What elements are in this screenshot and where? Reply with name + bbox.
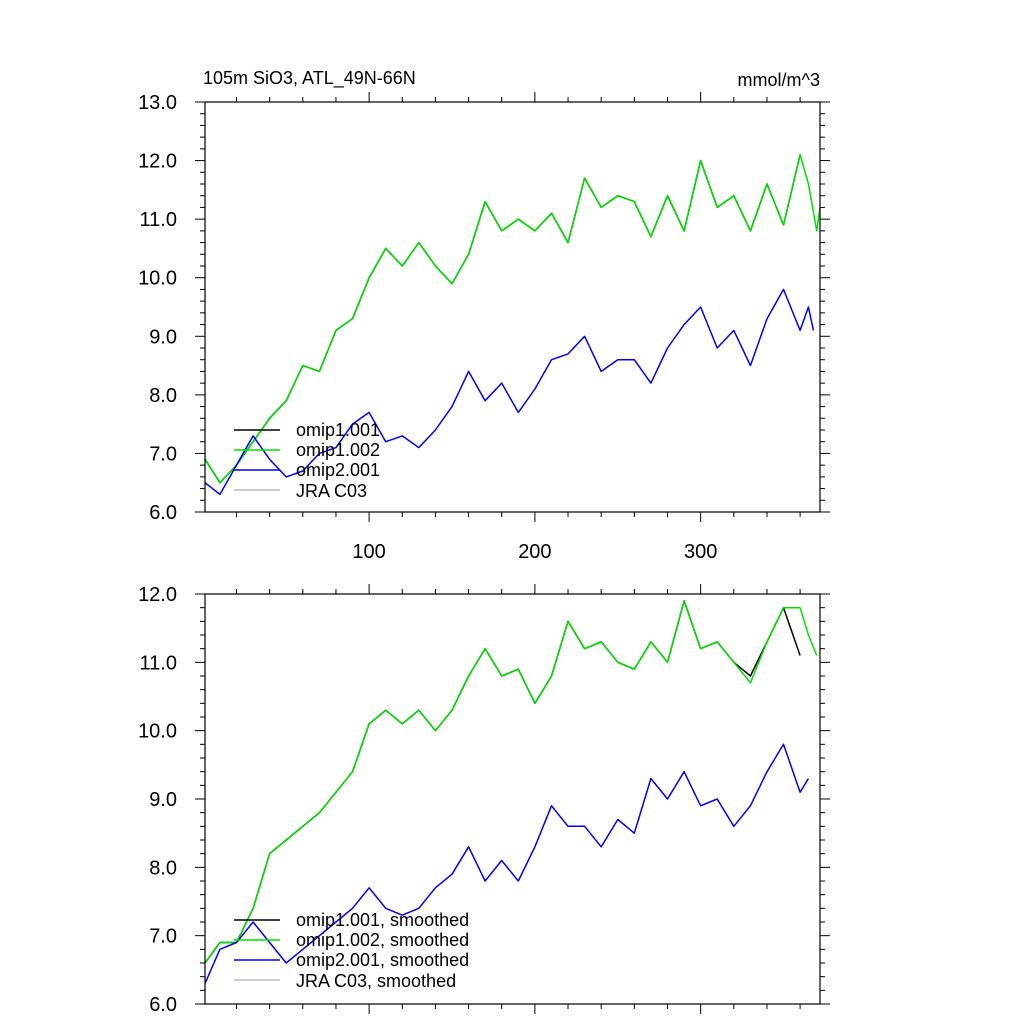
legend-label: omip1.001 (296, 420, 380, 440)
legend-label: omip2.001 (296, 460, 380, 480)
chart-title: 105m SiO3, ATL_49N-66N (203, 68, 416, 89)
series-layer (204, 153, 821, 496)
legend-entry: JRA C03, smoothed (234, 971, 456, 991)
legend-entry: omip1.002 (234, 440, 380, 460)
series-layer (204, 600, 818, 984)
legend-entry: omip2.001 (234, 460, 380, 480)
legend-entry: omip1.001 (234, 420, 380, 440)
series-line-omip1-001 (204, 154, 801, 484)
y-tick-label: 8.0 (149, 385, 177, 407)
axis-ticks: 6.0 7.0 8.0 9.0 10.0 11.0 12.0 (138, 584, 830, 1016)
units-label: mmol/m^3 (738, 70, 820, 90)
y-tick-label: 6.0 (149, 994, 177, 1016)
y-tick-label: 7.0 (149, 443, 177, 465)
plot-frame (204, 101, 821, 513)
y-tick-label: 11.0 (140, 652, 177, 674)
axis-ticks: 6.0 7.0 8.0 9.0 10.0 11.0 12.0 13.0 100 200 300 (138, 92, 830, 563)
legend-label: omip2.001, smoothed (296, 950, 469, 970)
legend-entry: omip2.001, smoothed (234, 950, 469, 970)
x-tick-label: 100 (352, 541, 385, 563)
series-line-omip2-001-smoothed (204, 743, 810, 984)
series-line-omip2-001 (204, 288, 815, 496)
legend-label: JRA C03, smoothed (296, 971, 456, 991)
y-tick-label: 11.0 (140, 209, 177, 231)
y-tick-label: 10.0 (138, 268, 177, 290)
bottom-panel: 6.0 7.0 8.0 9.0 10.0 11.0 12.0 omip1.001, smoo… (138, 584, 830, 1016)
legend: omip1.001, smoothed omip1.002, smoothed … (234, 910, 469, 991)
y-tick-label: 13.0 (138, 92, 177, 114)
legend-entry: omip1.001, smoothed (234, 910, 469, 930)
y-tick-label: 10.0 (138, 721, 177, 743)
y-tick-label: 7.0 (149, 926, 177, 948)
legend-label: omip1.002 (296, 440, 380, 460)
y-tick-label: 9.0 (149, 789, 177, 811)
y-tick-label: 6.0 (149, 502, 177, 524)
series-line-omip1-002-smoothed (204, 600, 818, 964)
legend-label: omip1.002, smoothed (296, 930, 469, 950)
y-tick-label: 8.0 (149, 857, 177, 879)
y-tick-label: 9.0 (149, 326, 177, 348)
legend-label: JRA C03 (296, 481, 367, 501)
series-line-omip1-001-smoothed (204, 600, 801, 964)
legend: omip1.001 omip1.002 omip2.001 JRA C03 (234, 420, 380, 501)
y-tick-label: 12.0 (138, 584, 177, 606)
legend-entry: omip1.002, smoothed (234, 930, 469, 950)
x-tick-label: 200 (518, 541, 551, 563)
top-panel: 105m SiO3, ATL_49N-66N mmol/m^3 6.0 7.0 8.… (138, 68, 830, 563)
y-tick-label: 12.0 (138, 151, 177, 173)
x-tick-label: 300 (684, 541, 717, 563)
legend-label: omip1.001, smoothed (296, 910, 469, 930)
series-line-omip1-002 (204, 153, 821, 484)
legend-entry: JRA C03 (234, 481, 367, 501)
